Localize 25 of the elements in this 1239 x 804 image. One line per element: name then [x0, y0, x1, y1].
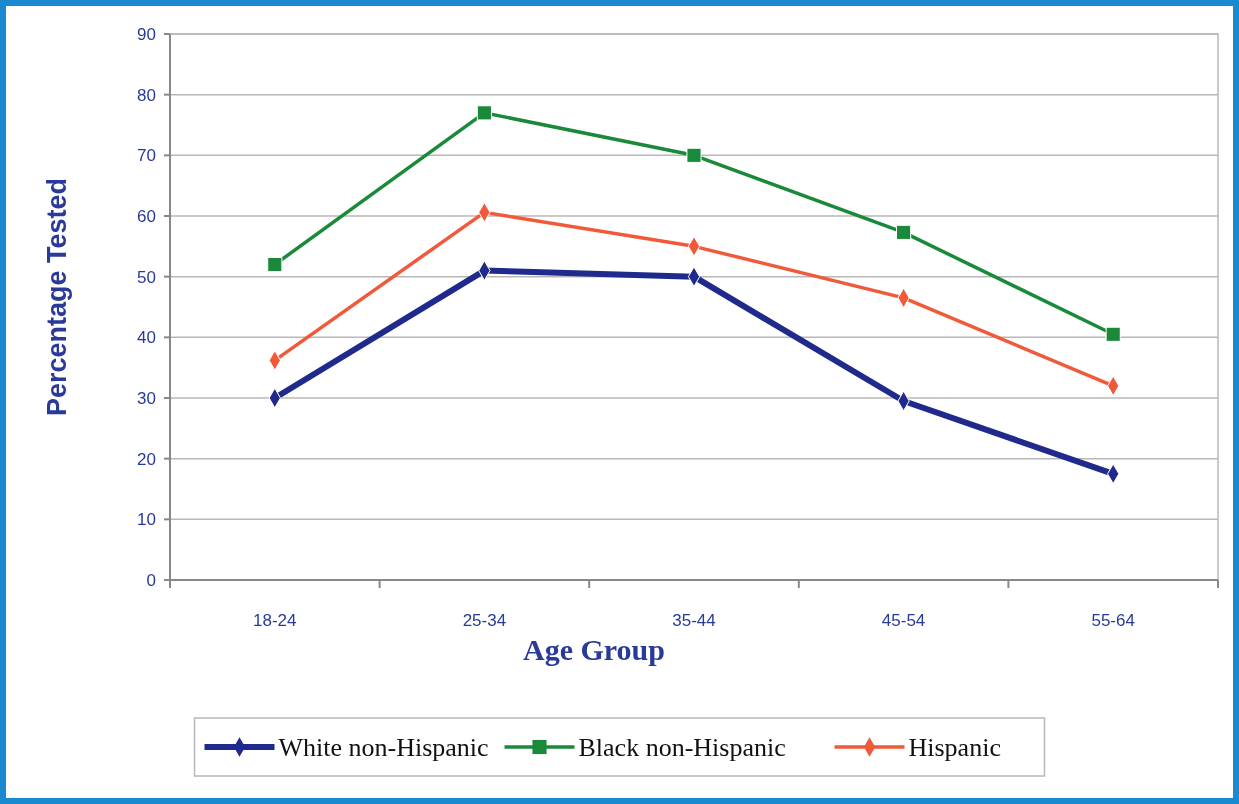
- y-tick-label: 50: [137, 267, 156, 287]
- y-axis-title: Percentage Tested: [42, 177, 72, 417]
- point: [476, 105, 492, 121]
- y-tick-label: 20: [137, 449, 156, 469]
- x-tick-label: 25-34: [462, 611, 507, 630]
- x-axis-title: Age Group: [523, 633, 665, 666]
- legend-label: White non-Hispanic: [278, 733, 489, 763]
- y-tick-label: 90: [137, 24, 156, 44]
- y-tick-label: 70: [137, 146, 156, 166]
- x-tick-label: 45-54: [881, 611, 926, 630]
- point: [686, 147, 702, 163]
- x-tick-label: 18-24: [253, 611, 297, 630]
- point: [896, 224, 912, 240]
- point: [1105, 326, 1121, 342]
- point: [267, 256, 283, 273]
- legend-label: Hispanic: [908, 733, 1001, 763]
- legend-label: Black non-Hispanic: [578, 733, 786, 763]
- y-tick-label: 0: [146, 570, 156, 590]
- x-tick-label: 35-44: [672, 611, 716, 630]
- y-tick-label: 60: [137, 206, 156, 226]
- x-tick-label: 55-64: [1091, 611, 1135, 630]
- y-tick-label: 80: [137, 85, 156, 105]
- y-tick-label: 10: [137, 510, 156, 530]
- y-tick-label: 40: [137, 328, 156, 348]
- y-tick-label: 30: [137, 388, 156, 408]
